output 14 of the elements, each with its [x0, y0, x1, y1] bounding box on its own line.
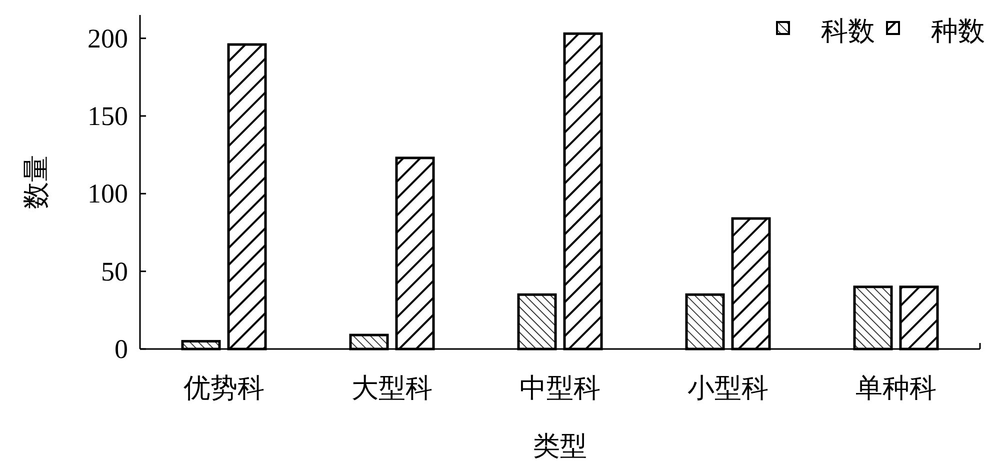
x-axis-title: 类型 — [533, 431, 587, 461]
y-axis-title: 数量 — [21, 155, 51, 209]
y-tick-label: 50 — [101, 256, 128, 286]
y-tick-label: 150 — [88, 100, 128, 131]
x-tick-label: 单种科 — [856, 373, 936, 403]
x-tick-label: 中型科 — [520, 373, 600, 403]
y-tick-label: 200 — [88, 23, 128, 54]
x-tick-label: 大型科 — [352, 373, 432, 403]
x-tick-label: 优势科 — [184, 373, 264, 403]
legend-label: 科数 — [821, 16, 875, 46]
x-tick-label: 小型科 — [688, 373, 768, 403]
legend-label: 种数 — [931, 16, 985, 46]
y-tick-label: 0 — [114, 334, 128, 364]
y-tick-label: 100 — [88, 178, 128, 209]
